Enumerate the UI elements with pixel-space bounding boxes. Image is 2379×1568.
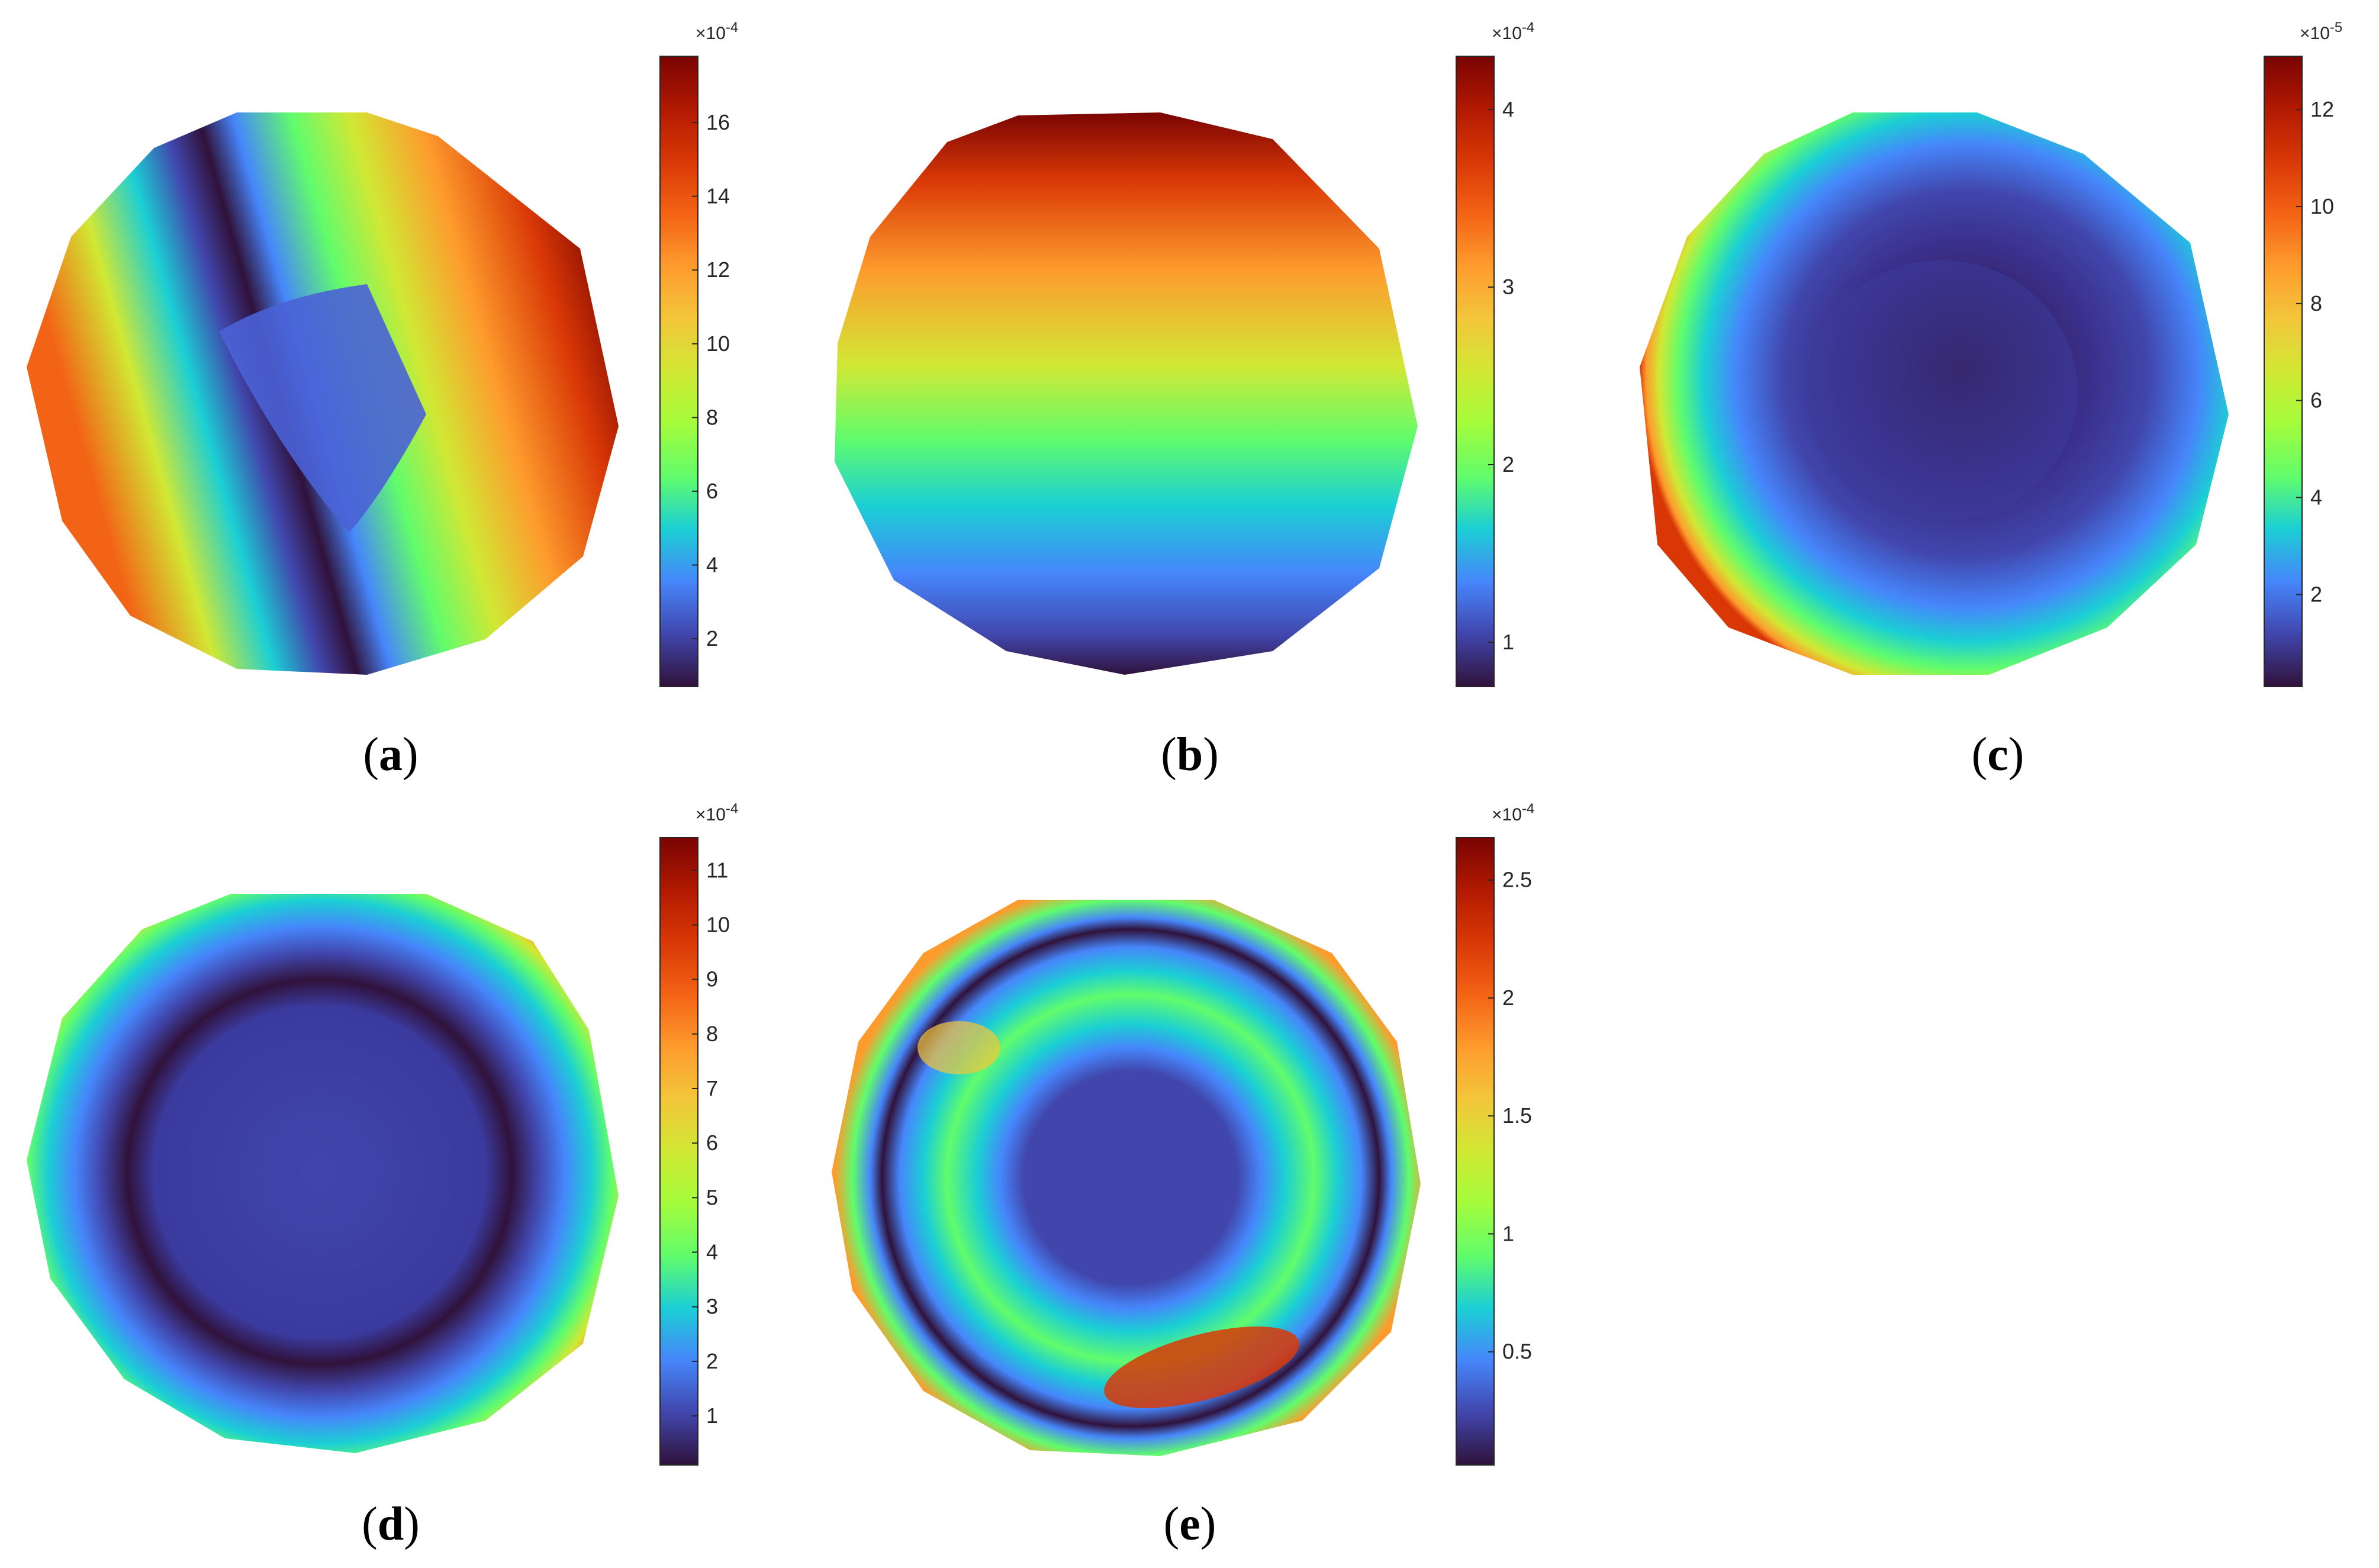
colorbar-c-tick-label: 6 <box>2310 388 2322 413</box>
colorbar-d-tick-label: 11 <box>706 858 728 882</box>
surface-a <box>27 112 619 675</box>
colorbar-e-tick-label: 2 <box>1502 986 1514 1010</box>
colorbar-a-bar <box>659 56 698 687</box>
colorbar-d-tick-label: 2 <box>706 1349 718 1373</box>
colorbar-d-tick-label: 9 <box>706 967 718 991</box>
colorbar-d-tick-label: 5 <box>706 1185 718 1209</box>
surface-e <box>832 900 1421 1456</box>
colorbar-d-tick-label: 6 <box>706 1131 718 1155</box>
colorbar-a-tick-label: 14 <box>706 184 730 208</box>
caption-d: (d) <box>362 1498 420 1550</box>
colorbar-e-tick-label: 1.5 <box>1502 1103 1532 1128</box>
colorbar-c-exponent: ×10-5 <box>2300 20 2342 43</box>
colorbar-c-tick-label: 12 <box>2310 97 2334 121</box>
colorbar-b-exponent: ×10-4 <box>1492 20 1534 43</box>
colorbar-b-bar <box>1456 56 1495 687</box>
colorbar-a-tick-label: 6 <box>706 479 718 503</box>
caption-e: (e) <box>1163 1498 1216 1550</box>
colorbar-d-tick-label: 4 <box>706 1240 718 1264</box>
colorbar-a-tick-label: 2 <box>706 626 718 651</box>
colorbar-a: 2 4 6 8 10 12 14 16 ×10-4 <box>659 20 738 687</box>
colorbar-e: 0.5 1 1.5 2 2.5 ×10-4 <box>1456 801 1534 1466</box>
surface-c <box>1640 112 2229 675</box>
colorbar-c-tick-label: 8 <box>2310 291 2322 315</box>
colorbar-c-bar <box>2264 56 2303 687</box>
colorbar-d-tick-label: 1 <box>706 1403 718 1428</box>
colorbar-a-exponent: ×10-4 <box>696 20 738 43</box>
colorbar-e-tick-label: 1 <box>1502 1221 1514 1245</box>
caption-b: (b) <box>1161 729 1219 781</box>
colorbar-e-bar <box>1456 837 1495 1466</box>
colorbar-d-tick-label: 7 <box>706 1076 718 1100</box>
colorbar-e-tick-label: 2.5 <box>1502 868 1532 892</box>
colorbar-b: 1 2 3 4 ×10-4 <box>1456 20 1534 687</box>
colorbar-d: 1 2 3 4 5 6 7 8 9 10 11 ×10-4 <box>659 801 738 1466</box>
colorbar-d-tick-label: 8 <box>706 1022 718 1046</box>
colorbar-a-tick-label: 4 <box>706 552 718 577</box>
caption-c: (c) <box>1971 729 2024 781</box>
colorbar-b-tick-label: 4 <box>1502 97 1514 121</box>
colorbar-d-tick-label: 3 <box>706 1295 718 1319</box>
surface-d <box>27 894 619 1453</box>
caption-a: (a) <box>363 729 419 781</box>
surface-b <box>835 112 1418 675</box>
colorbar-a-tick-label: 16 <box>706 110 730 134</box>
colorbar-c-tick-label: 2 <box>2310 582 2322 606</box>
colorbar-b-tick-label: 2 <box>1502 452 1514 476</box>
colorbar-a-tick-label: 12 <box>706 257 730 282</box>
colorbar-a-tick-label: 8 <box>706 405 718 429</box>
colorbar-c: 2 4 6 8 10 12 ×10-5 <box>2264 20 2342 687</box>
colorbar-c-tick-label: 4 <box>2310 485 2322 510</box>
colorbar-d-bar <box>659 837 698 1466</box>
colorbar-b-tick-label: 3 <box>1502 275 1514 299</box>
colorbar-d-tick-label: 10 <box>706 912 730 936</box>
colorbar-c-tick-label: 10 <box>2310 194 2334 218</box>
colorbar-b-tick-label: 1 <box>1502 630 1514 654</box>
colorbar-d-exponent: ×10-4 <box>696 801 738 825</box>
colorbar-e-tick-label: 0.5 <box>1502 1340 1532 1364</box>
colorbar-e-exponent: ×10-4 <box>1492 801 1534 825</box>
colorbar-a-tick-label: 10 <box>706 331 730 356</box>
